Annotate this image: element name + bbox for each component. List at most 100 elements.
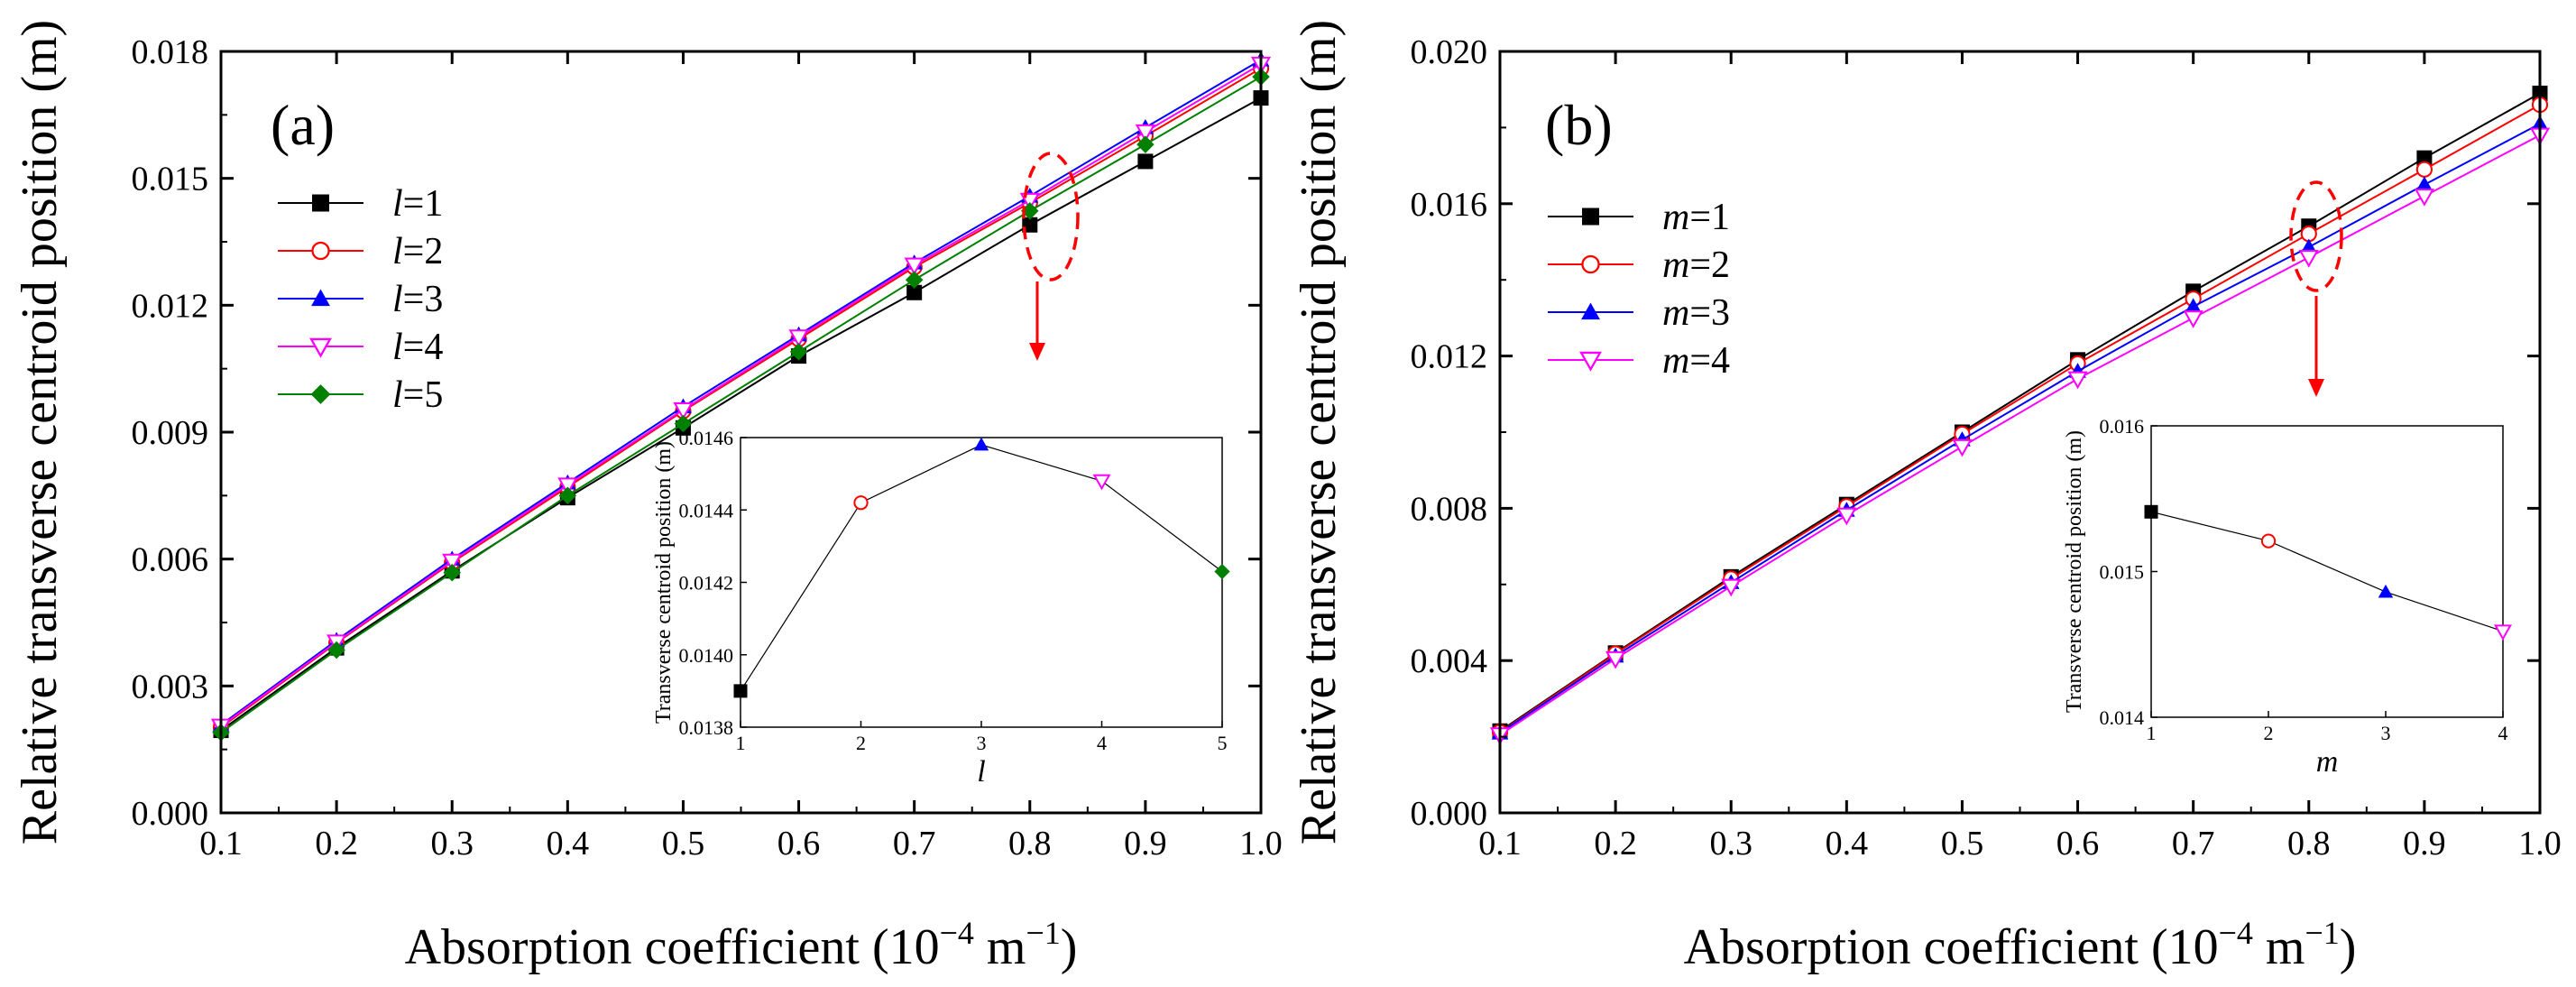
data-point (2415, 176, 2433, 191)
x-tick-label: 0.1 (199, 825, 243, 862)
legend-entry: l=1 (278, 183, 443, 225)
x-tick-label: 0.3 (1709, 825, 1753, 862)
series-line (1499, 134, 2541, 736)
data-point (2185, 298, 2203, 313)
legend-label: l=1 (392, 183, 443, 225)
data-point (674, 414, 693, 433)
x-tick-label: 0.5 (1941, 825, 1984, 862)
data-point (904, 257, 925, 276)
y-tick-label: 0.009 (132, 414, 209, 452)
inset-point (1214, 563, 1230, 580)
x-tick-label: 0.9 (1124, 825, 1167, 862)
data-point (557, 477, 578, 496)
x-axis-label: Absorption coefficient (10−4 m−1) (1684, 915, 2357, 975)
data-point (1605, 650, 1626, 669)
x-tick-label: 0.4 (1826, 825, 1869, 862)
x-tick-label: 1.0 (1239, 825, 1283, 862)
inset-y-label: Transverse centroid position (m) (652, 441, 676, 724)
inset-point (2378, 584, 2394, 598)
y-tick-label: 0.012 (1411, 338, 1488, 376)
legend-label: m=4 (1662, 340, 1730, 382)
inset-point (2260, 533, 2277, 549)
y-tick-label: 0.004 (1411, 642, 1488, 680)
x-tick-label: 0.4 (547, 825, 590, 862)
y-tick-label: 0.003 (132, 668, 209, 706)
data-point (905, 271, 924, 289)
data-point (789, 343, 808, 361)
highlight-ellipse (2289, 180, 2343, 292)
x-tick-label: 0.6 (2056, 825, 2100, 862)
y-axis-label: Relative transverse centroid position (m… (12, 20, 68, 844)
data-point (442, 553, 463, 572)
series-m=4 (1489, 127, 2551, 745)
legend-marker (1581, 302, 1600, 320)
legend-label: m=2 (1662, 244, 1730, 286)
arrow-head (1029, 343, 1045, 361)
x-tick-label: 0.8 (2287, 825, 2331, 862)
legend-entry: l=2 (278, 231, 443, 272)
x-tick-label: 0.3 (430, 825, 474, 862)
y-tick-label: 0.000 (132, 795, 209, 833)
inset-point (1092, 474, 1111, 491)
data-point (1836, 507, 1857, 526)
data-point (1136, 135, 1155, 153)
inset-y-tick-label: 0.0138 (679, 716, 734, 739)
data-point (906, 284, 923, 300)
legend: m=1 m=2 m=3 m=4 (1548, 197, 1730, 382)
legend-label: m=1 (1662, 197, 1730, 238)
inset-y-tick-label: 0.016 (2100, 415, 2145, 438)
legend-marker (1581, 254, 1600, 274)
legend-label: m=3 (1662, 292, 1730, 334)
data-point (1137, 153, 1154, 170)
legend-marker (1579, 351, 1602, 372)
inset-frame (740, 437, 1223, 728)
inset-x-tick-label: 3 (977, 732, 987, 754)
legend-marker (312, 194, 329, 212)
legend-marker (311, 289, 330, 307)
inset-y-tick-label: 0.014 (2100, 706, 2145, 729)
inset-x-tick-label: 1 (2147, 722, 2157, 744)
y-tick-label: 0.016 (1411, 186, 1488, 224)
x-tick-label: 1.0 (2518, 825, 2562, 862)
data-point (327, 641, 345, 660)
legend-entry: l=4 (278, 327, 443, 368)
x-tick-label: 0.7 (893, 825, 936, 862)
x-axis-label: Absorption coefficient (10−4 m−1) (405, 915, 1078, 975)
inset-x-tick-label: 1 (736, 732, 746, 754)
inset-x-label: l (977, 755, 985, 789)
data-point (1721, 578, 1742, 597)
panel-label: (b) (1545, 93, 1613, 157)
inset-x-label: m (2316, 745, 2339, 779)
data-point (1135, 124, 1155, 143)
inset-point (853, 495, 869, 511)
data-point (2414, 189, 2434, 207)
panel-a: 0.1 0.2 0.3 0.4 0.5 0.6 0.7 0.8 0.9 1.0 0.000 0.003… (12, 20, 1283, 975)
legend-marker (1582, 208, 1599, 226)
series-line (1499, 92, 2541, 733)
legend-entry: m=1 (1548, 197, 1730, 238)
data-point (2067, 371, 2088, 390)
inset-y-tick-label: 0.0140 (679, 644, 734, 667)
series-l=4 (210, 56, 1272, 737)
inset-y-tick-label: 0.0144 (679, 499, 734, 521)
inset-line (2150, 511, 2504, 632)
highlight-ellipse (1022, 152, 1080, 281)
legend-entry: m=3 (1548, 292, 1730, 334)
data-point (443, 563, 461, 582)
legend-label: l=4 (392, 327, 443, 368)
inset: 1 2 3 4 5 0.0138 0.0140 0.0142 0.0144 0.0146 l Tran… (652, 427, 1230, 789)
panel-b: 0.1 0.2 0.3 0.4 0.5 0.6 0.7 0.8 0.9 1.0 0.000 0.004… (1291, 20, 2562, 975)
x-tick-label: 0.7 (2172, 825, 2215, 862)
series-line (1499, 123, 2541, 734)
y-tick-label: 0.012 (132, 287, 209, 325)
arrow-head (2308, 379, 2324, 397)
x-tick-label: 0.2 (1594, 825, 1637, 862)
series-line (220, 63, 1262, 727)
y-tick-label: 0.015 (132, 161, 209, 198)
legend-entry: m=4 (1548, 340, 1730, 382)
inset-x-tick-label: 4 (2498, 722, 2508, 744)
inset-x-tick-label: 2 (856, 732, 866, 754)
inset-x-tick-label: 5 (1218, 732, 1228, 754)
inset-y-tick-label: 0.0146 (679, 427, 734, 449)
